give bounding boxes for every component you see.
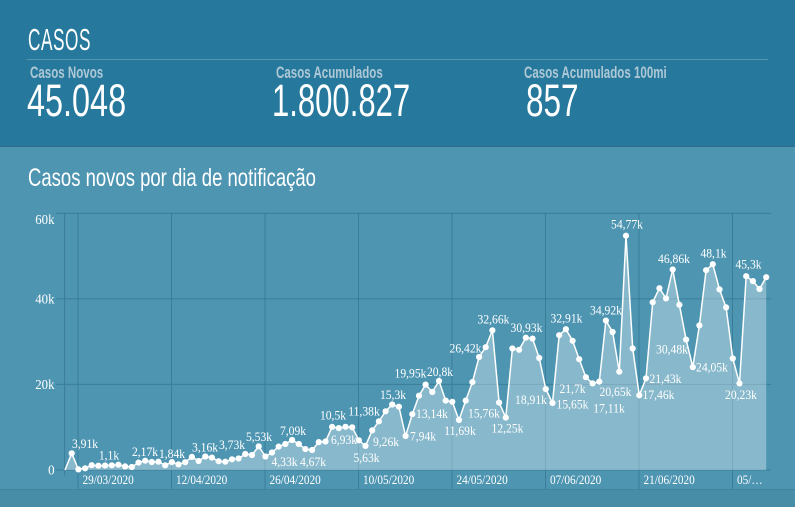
svg-text:20,65k: 20,65k [600, 385, 633, 399]
svg-text:12,25k: 12,25k [492, 421, 525, 435]
svg-text:17,11k: 17,11k [593, 401, 625, 415]
svg-text:9,26k: 9,26k [373, 435, 400, 449]
svg-text:4,33k: 4,33k [271, 455, 298, 469]
svg-text:15,76k: 15,76k [468, 406, 501, 420]
svg-text:54,77k: 54,77k [611, 217, 644, 231]
svg-text:29/03/2020: 29/03/2020 [83, 472, 134, 487]
svg-text:07/06/2020: 07/06/2020 [550, 472, 601, 487]
svg-text:32,91k: 32,91k [551, 311, 584, 325]
svg-text:21,43k: 21,43k [650, 372, 683, 386]
svg-text:12/04/2020: 12/04/2020 [176, 472, 227, 487]
svg-text:20,8k: 20,8k [427, 365, 454, 379]
svg-text:10,5k: 10,5k [320, 408, 347, 422]
svg-text:15,65k: 15,65k [557, 397, 590, 411]
svg-text:21,7k: 21,7k [559, 382, 586, 396]
svg-text:30,93k: 30,93k [511, 321, 544, 335]
svg-text:17,46k: 17,46k [643, 388, 676, 402]
svg-text:15,3k: 15,3k [380, 388, 407, 402]
svg-text:48,1k: 48,1k [700, 246, 727, 260]
svg-text:24,05k: 24,05k [696, 360, 729, 374]
svg-text:3,91k: 3,91k [72, 437, 99, 451]
svg-text:7,94k: 7,94k [410, 429, 437, 443]
svg-text:30,48k: 30,48k [656, 342, 689, 356]
svg-text:26,42k: 26,42k [450, 341, 483, 355]
svg-text:3,73k: 3,73k [219, 438, 246, 452]
svg-text:13,14k: 13,14k [416, 407, 449, 421]
svg-text:46,86k: 46,86k [658, 252, 691, 266]
svg-text:0: 0 [48, 462, 55, 477]
svg-text:5,63k: 5,63k [353, 451, 380, 465]
svg-text:11,38k: 11,38k [348, 404, 380, 418]
svg-text:26/04/2020: 26/04/2020 [270, 472, 321, 487]
svg-text:24/05/2020: 24/05/2020 [457, 472, 508, 487]
svg-text:21/06/2020: 21/06/2020 [644, 472, 695, 487]
svg-text:10/05/2020: 10/05/2020 [363, 472, 414, 487]
svg-text:4,67k: 4,67k [300, 455, 327, 469]
svg-text:6,93k: 6,93k [331, 433, 358, 447]
svg-text:18,91k: 18,91k [515, 393, 548, 407]
svg-text:05/…: 05/… [737, 472, 763, 487]
svg-text:45,3k: 45,3k [735, 257, 762, 271]
svg-text:20,23k: 20,23k [725, 388, 758, 402]
svg-text:40k: 40k [35, 291, 55, 306]
svg-text:34,92k: 34,92k [590, 303, 623, 317]
svg-text:32,66k: 32,66k [478, 312, 511, 326]
svg-text:11,69k: 11,69k [444, 424, 476, 438]
svg-text:7,09k: 7,09k [280, 424, 307, 438]
svg-text:1,1k: 1,1k [99, 448, 120, 462]
svg-text:60k: 60k [35, 212, 55, 227]
svg-text:20k: 20k [35, 377, 55, 392]
svg-text:5,53k: 5,53k [246, 430, 273, 444]
svg-text:2,17k: 2,17k [132, 445, 159, 459]
svg-text:19,95k: 19,95k [395, 366, 428, 380]
svg-text:1,84k: 1,84k [159, 447, 186, 461]
svg-text:3,16k: 3,16k [192, 440, 219, 454]
